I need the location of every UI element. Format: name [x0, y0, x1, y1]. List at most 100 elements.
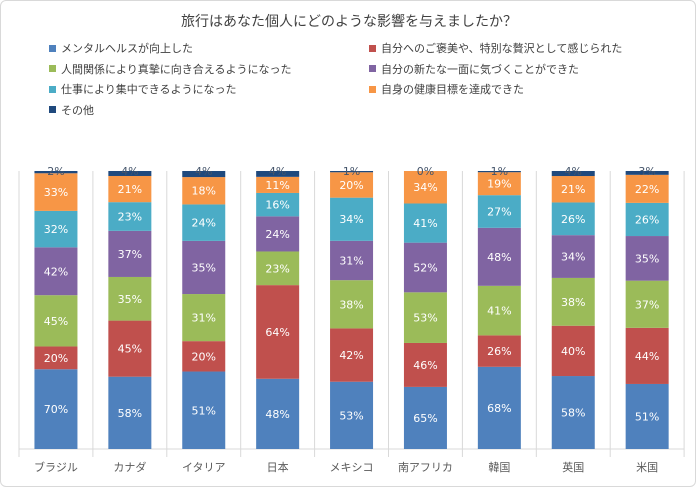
data-label: 21%: [561, 183, 585, 196]
category-label: 南アフリカ: [398, 461, 453, 474]
bar-segment: [34, 173, 78, 211]
bar-segment: [108, 376, 152, 449]
bar-segment: [625, 327, 669, 384]
data-label: 4%: [269, 165, 286, 178]
data-label: 20%: [192, 350, 216, 363]
data-label: 3%: [638, 165, 655, 178]
bar-segment: [108, 320, 152, 377]
data-label: 42%: [339, 349, 363, 362]
bar-segment: [403, 171, 447, 204]
legend-swatch: [49, 85, 56, 93]
data-label: 58%: [118, 407, 142, 420]
legend-item: その他: [49, 102, 94, 118]
bar-segment: [551, 171, 595, 177]
legend-item: 自分へのご褒美や、特別な贅沢として感じられた: [369, 40, 622, 56]
data-label: 35%: [635, 252, 659, 265]
bar-segment: [477, 285, 521, 336]
bar-segment: [477, 171, 521, 173]
data-label: 37%: [635, 298, 659, 311]
bar-segment: [625, 171, 669, 175]
bar-segment: [108, 276, 152, 321]
data-label: 51%: [192, 404, 216, 417]
bar-segment: [477, 366, 521, 449]
bar-segment: [625, 236, 669, 281]
bar-segment: [625, 280, 669, 328]
data-label: 27%: [487, 205, 511, 218]
bar-segment: [330, 381, 374, 449]
data-label: 21%: [118, 183, 142, 196]
legend-label: メンタルヘルスが向上した: [61, 42, 193, 55]
data-label: 26%: [635, 213, 659, 226]
legend-label: 自身の健康目標を達成できた: [381, 83, 524, 96]
data-label: 37%: [118, 248, 142, 261]
bar-segment: [330, 240, 374, 281]
legend: メンタルヘルスが向上した 自分へのご褒美や、特別な贅沢として感じられた人間関係によ…: [1, 1, 695, 161]
data-label: 1%: [343, 165, 360, 178]
data-label: 31%: [339, 254, 363, 267]
data-label: 23%: [118, 211, 142, 224]
legend-item: メンタルヘルスが向上した: [49, 40, 193, 56]
bar-segment: [182, 240, 226, 295]
legend-item: 仕事により集中できるようになった: [49, 81, 237, 97]
data-label: 44%: [635, 350, 659, 363]
bar-segment: [182, 371, 226, 449]
bar-segment: [256, 176, 300, 193]
bar-segment: [182, 204, 226, 241]
category-label: 米国: [636, 461, 658, 474]
data-label: 53%: [413, 312, 437, 325]
category-label: イタリア: [182, 461, 226, 474]
bar-segment: [625, 202, 669, 237]
data-label: 33%: [44, 186, 68, 199]
data-label: 68%: [487, 402, 511, 415]
data-label: 4%: [195, 165, 212, 178]
bar-segment: [551, 176, 595, 203]
data-label: 18%: [192, 185, 216, 198]
data-label: 23%: [265, 262, 289, 275]
data-label: 38%: [339, 298, 363, 311]
bar-segment: [34, 346, 78, 370]
data-label: 48%: [487, 251, 511, 264]
data-label: 20%: [339, 179, 363, 192]
legend-label: 人間関係により真摯に向き合えるようになった: [61, 62, 292, 76]
bar-segment: [182, 294, 226, 342]
data-label: 32%: [44, 223, 68, 236]
bar-segment: [108, 175, 152, 203]
data-label: 41%: [487, 305, 511, 318]
bar-segment: [108, 171, 152, 176]
data-label: 16%: [265, 199, 289, 212]
category-label: 英国: [562, 460, 584, 474]
data-label: 48%: [265, 408, 289, 421]
data-label: 40%: [561, 345, 585, 358]
data-label: 2%: [47, 165, 64, 178]
legend-swatch: [369, 44, 376, 52]
data-label: 34%: [561, 251, 585, 264]
bar-segment: [477, 195, 521, 228]
bar-segment: [477, 335, 521, 367]
category-label: 韓国: [488, 461, 510, 474]
bar-segment: [256, 216, 300, 252]
bar-segment: [551, 235, 595, 278]
bar-segment: [182, 177, 226, 205]
bar-segment: [403, 242, 447, 293]
bar-segment: [256, 251, 300, 286]
data-label: 52%: [413, 261, 437, 274]
legend-swatch: [369, 65, 376, 72]
bar-segment: [256, 171, 300, 177]
category-label: 日本: [267, 460, 289, 474]
bar-segment: [182, 341, 226, 372]
data-label: 4%: [565, 165, 582, 178]
data-label: 35%: [192, 261, 216, 274]
bar-segment: [330, 197, 374, 241]
data-label: 24%: [265, 228, 289, 241]
legend-item: 自分の新たな一面に気づくことができた: [369, 61, 579, 77]
category-label: ブラジル: [34, 460, 78, 474]
data-label: 58%: [561, 407, 585, 420]
data-label: 34%: [339, 213, 363, 226]
bar-segment: [256, 285, 300, 379]
bar-segment: [182, 171, 226, 178]
bar-segment: [477, 227, 521, 286]
bar-segment: [551, 376, 595, 449]
data-label: 0%: [417, 165, 434, 178]
